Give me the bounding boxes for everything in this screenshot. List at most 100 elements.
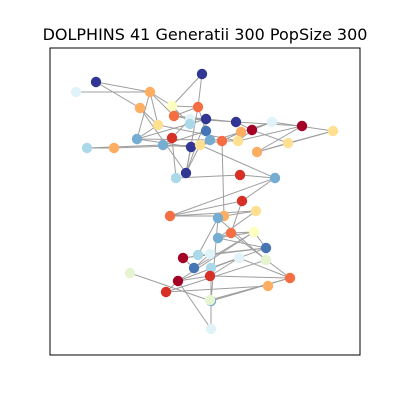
graph-node [205, 262, 217, 274]
graph-edge [185, 106, 199, 174]
graph-edge [251, 129, 289, 144]
graph-node [235, 126, 247, 138]
graph-node [282, 137, 294, 149]
graph-edge [240, 121, 273, 133]
graph-node [131, 133, 143, 145]
graph-node [81, 142, 93, 154]
graph-edge [177, 275, 211, 282]
graph-edge [95, 81, 141, 109]
graph-node [184, 118, 196, 130]
graph-node [248, 226, 260, 238]
graph-node [124, 267, 136, 279]
graph-node [200, 125, 212, 137]
graph-node [216, 135, 228, 147]
graph-node [230, 116, 242, 128]
graph-node [180, 167, 192, 179]
graph-edge [210, 217, 219, 302]
graph-edge [217, 237, 267, 249]
graph-node [192, 249, 204, 261]
graph-edge [256, 142, 289, 153]
graph-node [269, 172, 281, 184]
graph-node [144, 86, 156, 98]
graph-node [234, 169, 246, 181]
graph-node [204, 294, 216, 306]
graph-node [212, 232, 224, 244]
graph-node [194, 139, 206, 151]
graph-edge [239, 174, 276, 179]
graph-node [204, 134, 216, 146]
graph-node [284, 272, 296, 284]
graph-node [157, 139, 169, 151]
graph-node [232, 135, 244, 147]
graph-edge [149, 91, 175, 117]
graph-node [70, 86, 82, 98]
graph-edge [95, 81, 151, 93]
graph-edge [237, 125, 303, 142]
graph-edge [238, 257, 291, 279]
graph-node [152, 119, 164, 131]
graph-edge [223, 210, 257, 217]
graph-node [188, 262, 200, 274]
graph-edge [171, 73, 203, 107]
graph-node [233, 252, 245, 264]
graph-node [166, 100, 178, 112]
graph-edge [241, 177, 276, 202]
graph-edge [209, 257, 240, 277]
graph-node [204, 248, 216, 260]
graph-edge [256, 125, 303, 153]
graph-edge [136, 91, 151, 140]
graph-node [205, 323, 217, 335]
graph-edge [217, 231, 255, 239]
graph-node [260, 254, 272, 266]
graph-edge [217, 210, 257, 239]
graph-edge [169, 177, 276, 217]
graph-node [327, 125, 339, 137]
graph-node [177, 252, 189, 264]
graph-node [225, 227, 237, 239]
graph-edge [169, 210, 257, 217]
graph-node [192, 101, 204, 113]
graph-node [134, 102, 146, 114]
node-layer [70, 68, 339, 335]
graph-edge [113, 144, 201, 149]
graph-node [251, 146, 263, 158]
graph-edge [165, 285, 269, 293]
graph-node [160, 286, 172, 298]
graph-edge [197, 217, 219, 256]
graph-node [166, 132, 178, 144]
graph-edge [209, 275, 291, 279]
graph-node [185, 141, 197, 153]
axes-frame [49, 47, 361, 356]
graph-node [250, 205, 262, 217]
graph-edge [197, 73, 203, 108]
graph-edge [185, 144, 201, 174]
graph-edge [177, 280, 212, 330]
graph-node [260, 242, 272, 254]
graph-node [200, 113, 212, 125]
graph-node [236, 195, 248, 207]
graph-edge [209, 247, 267, 255]
graph-edge [149, 91, 159, 126]
graph-node [172, 275, 184, 287]
graph-node [108, 142, 120, 154]
graph-node [168, 110, 180, 122]
graph-edge [209, 277, 291, 301]
graph-edge [129, 272, 212, 302]
graph-node [164, 210, 176, 222]
graph-edge [177, 231, 255, 282]
graph-node [196, 68, 208, 80]
graph-node [170, 172, 182, 184]
graph-node [296, 120, 308, 132]
graph-edge [287, 130, 334, 144]
graph-node [212, 212, 224, 224]
figure-title: DOLPHINS 41 Generatii 300 PopSize 300 [43, 25, 368, 44]
graph-node [262, 280, 274, 292]
graph-edge [199, 144, 276, 179]
graph-edge [221, 140, 225, 217]
graph-node [246, 124, 258, 136]
graph-edge [165, 259, 267, 293]
graph-node [90, 76, 102, 88]
graph-edge [230, 200, 243, 234]
graph-edge [169, 200, 243, 217]
